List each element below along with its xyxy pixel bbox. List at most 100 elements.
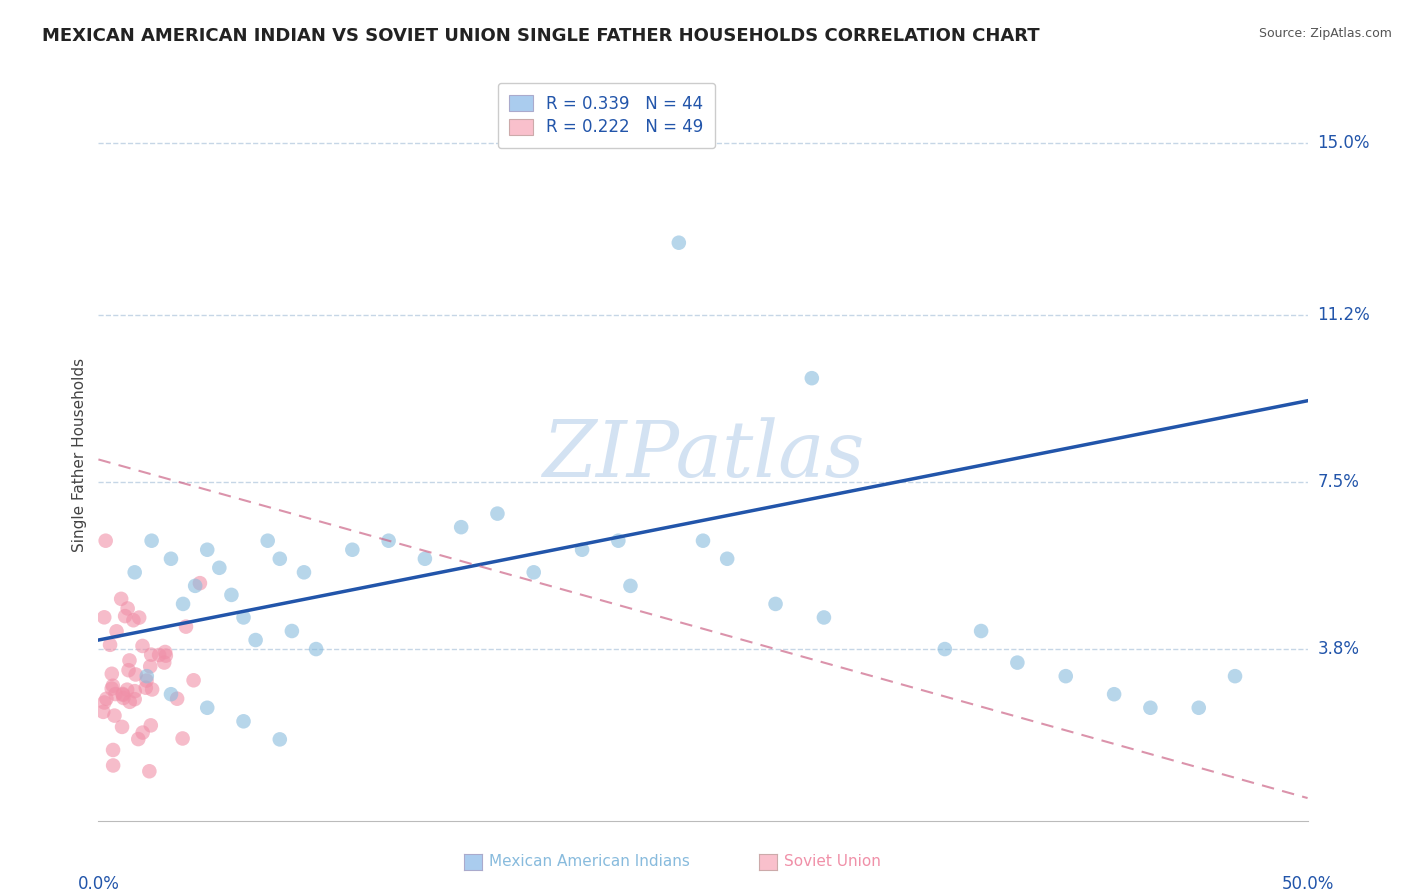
Point [111, 687, 134, 701]
Point [135, 681, 157, 695]
Point [101, 666, 124, 681]
Point [114, 609, 136, 624]
Text: 15.0%: 15.0% [1317, 135, 1369, 153]
Text: 7.5%: 7.5% [1317, 473, 1360, 491]
Point [245, 633, 267, 648]
Point [172, 597, 194, 611]
Point [208, 561, 231, 575]
Point [166, 691, 188, 706]
Point [117, 601, 139, 615]
Point [1223, 669, 1246, 683]
Point [115, 682, 138, 697]
Point [101, 758, 124, 772]
Point [124, 566, 146, 580]
Point [188, 576, 211, 591]
Point [153, 656, 176, 670]
Point [118, 653, 141, 667]
Point [195, 700, 218, 714]
Point [668, 235, 690, 250]
Point [93, 610, 115, 624]
Point [716, 551, 738, 566]
Point [183, 673, 205, 688]
Text: 3.8%: 3.8% [1317, 640, 1360, 658]
Point [111, 688, 134, 702]
Point [523, 566, 546, 580]
Point [128, 610, 150, 624]
Text: MEXICAN AMERICAN INDIAN VS SOVIET UNION SINGLE FATHER HOUSEHOLDS CORRELATION CHA: MEXICAN AMERICAN INDIAN VS SOVIET UNION … [42, 27, 1040, 45]
Point [232, 714, 254, 729]
Point [934, 642, 956, 657]
Point [800, 371, 823, 385]
Point [1054, 669, 1077, 683]
Point [342, 542, 364, 557]
Point [127, 732, 149, 747]
Point [93, 696, 115, 710]
Point [94, 533, 117, 548]
Point [111, 720, 134, 734]
Point [96, 691, 118, 706]
Point [281, 624, 304, 638]
Point [110, 591, 132, 606]
Point [184, 579, 207, 593]
Point [607, 533, 630, 548]
Point [174, 620, 197, 634]
Text: Source: ZipAtlas.com: Source: ZipAtlas.com [1258, 27, 1392, 40]
Point [1139, 700, 1161, 714]
Point [221, 588, 243, 602]
Text: Mexican American Indians: Mexican American Indians [489, 855, 689, 869]
Point [305, 642, 328, 657]
Point [139, 659, 162, 673]
Point [117, 663, 139, 677]
Point [148, 648, 170, 662]
Point [98, 638, 121, 652]
Point [124, 684, 146, 698]
Point [103, 708, 125, 723]
Point [138, 764, 160, 779]
Point [377, 533, 399, 548]
Point [619, 579, 641, 593]
Point [155, 648, 177, 663]
Point [160, 551, 183, 566]
Point [118, 695, 141, 709]
Point [100, 681, 122, 696]
Point [571, 542, 593, 557]
Point [765, 597, 787, 611]
Point [122, 613, 145, 627]
Point [1007, 656, 1029, 670]
Point [292, 566, 315, 580]
Point [269, 551, 291, 566]
Point [813, 610, 835, 624]
Point [101, 743, 124, 757]
Point [105, 624, 128, 639]
Point [131, 639, 153, 653]
Point [101, 679, 124, 693]
Point [970, 624, 993, 638]
Point [195, 542, 218, 557]
Text: ZIPatlas: ZIPatlas [541, 417, 865, 493]
Point [91, 705, 114, 719]
Point [160, 687, 183, 701]
Text: 0.0%: 0.0% [77, 875, 120, 892]
Point [1102, 687, 1125, 701]
Point [135, 669, 157, 683]
Point [1188, 700, 1211, 714]
Point [141, 682, 163, 697]
Text: Soviet Union: Soviet Union [785, 855, 882, 869]
Point [135, 673, 157, 688]
Text: 11.2%: 11.2% [1317, 306, 1369, 324]
Point [141, 533, 163, 548]
Point [413, 551, 436, 566]
Point [139, 718, 162, 732]
Point [692, 533, 714, 548]
Point [124, 692, 146, 706]
Point [153, 645, 176, 659]
Y-axis label: Single Father Households: Single Father Households [72, 358, 87, 552]
Point [450, 520, 472, 534]
Point [172, 731, 194, 746]
Point [141, 648, 163, 662]
Text: 50.0%: 50.0% [1281, 875, 1334, 892]
Point [131, 725, 153, 739]
Point [124, 667, 146, 681]
Point [112, 690, 135, 705]
Point [104, 687, 127, 701]
